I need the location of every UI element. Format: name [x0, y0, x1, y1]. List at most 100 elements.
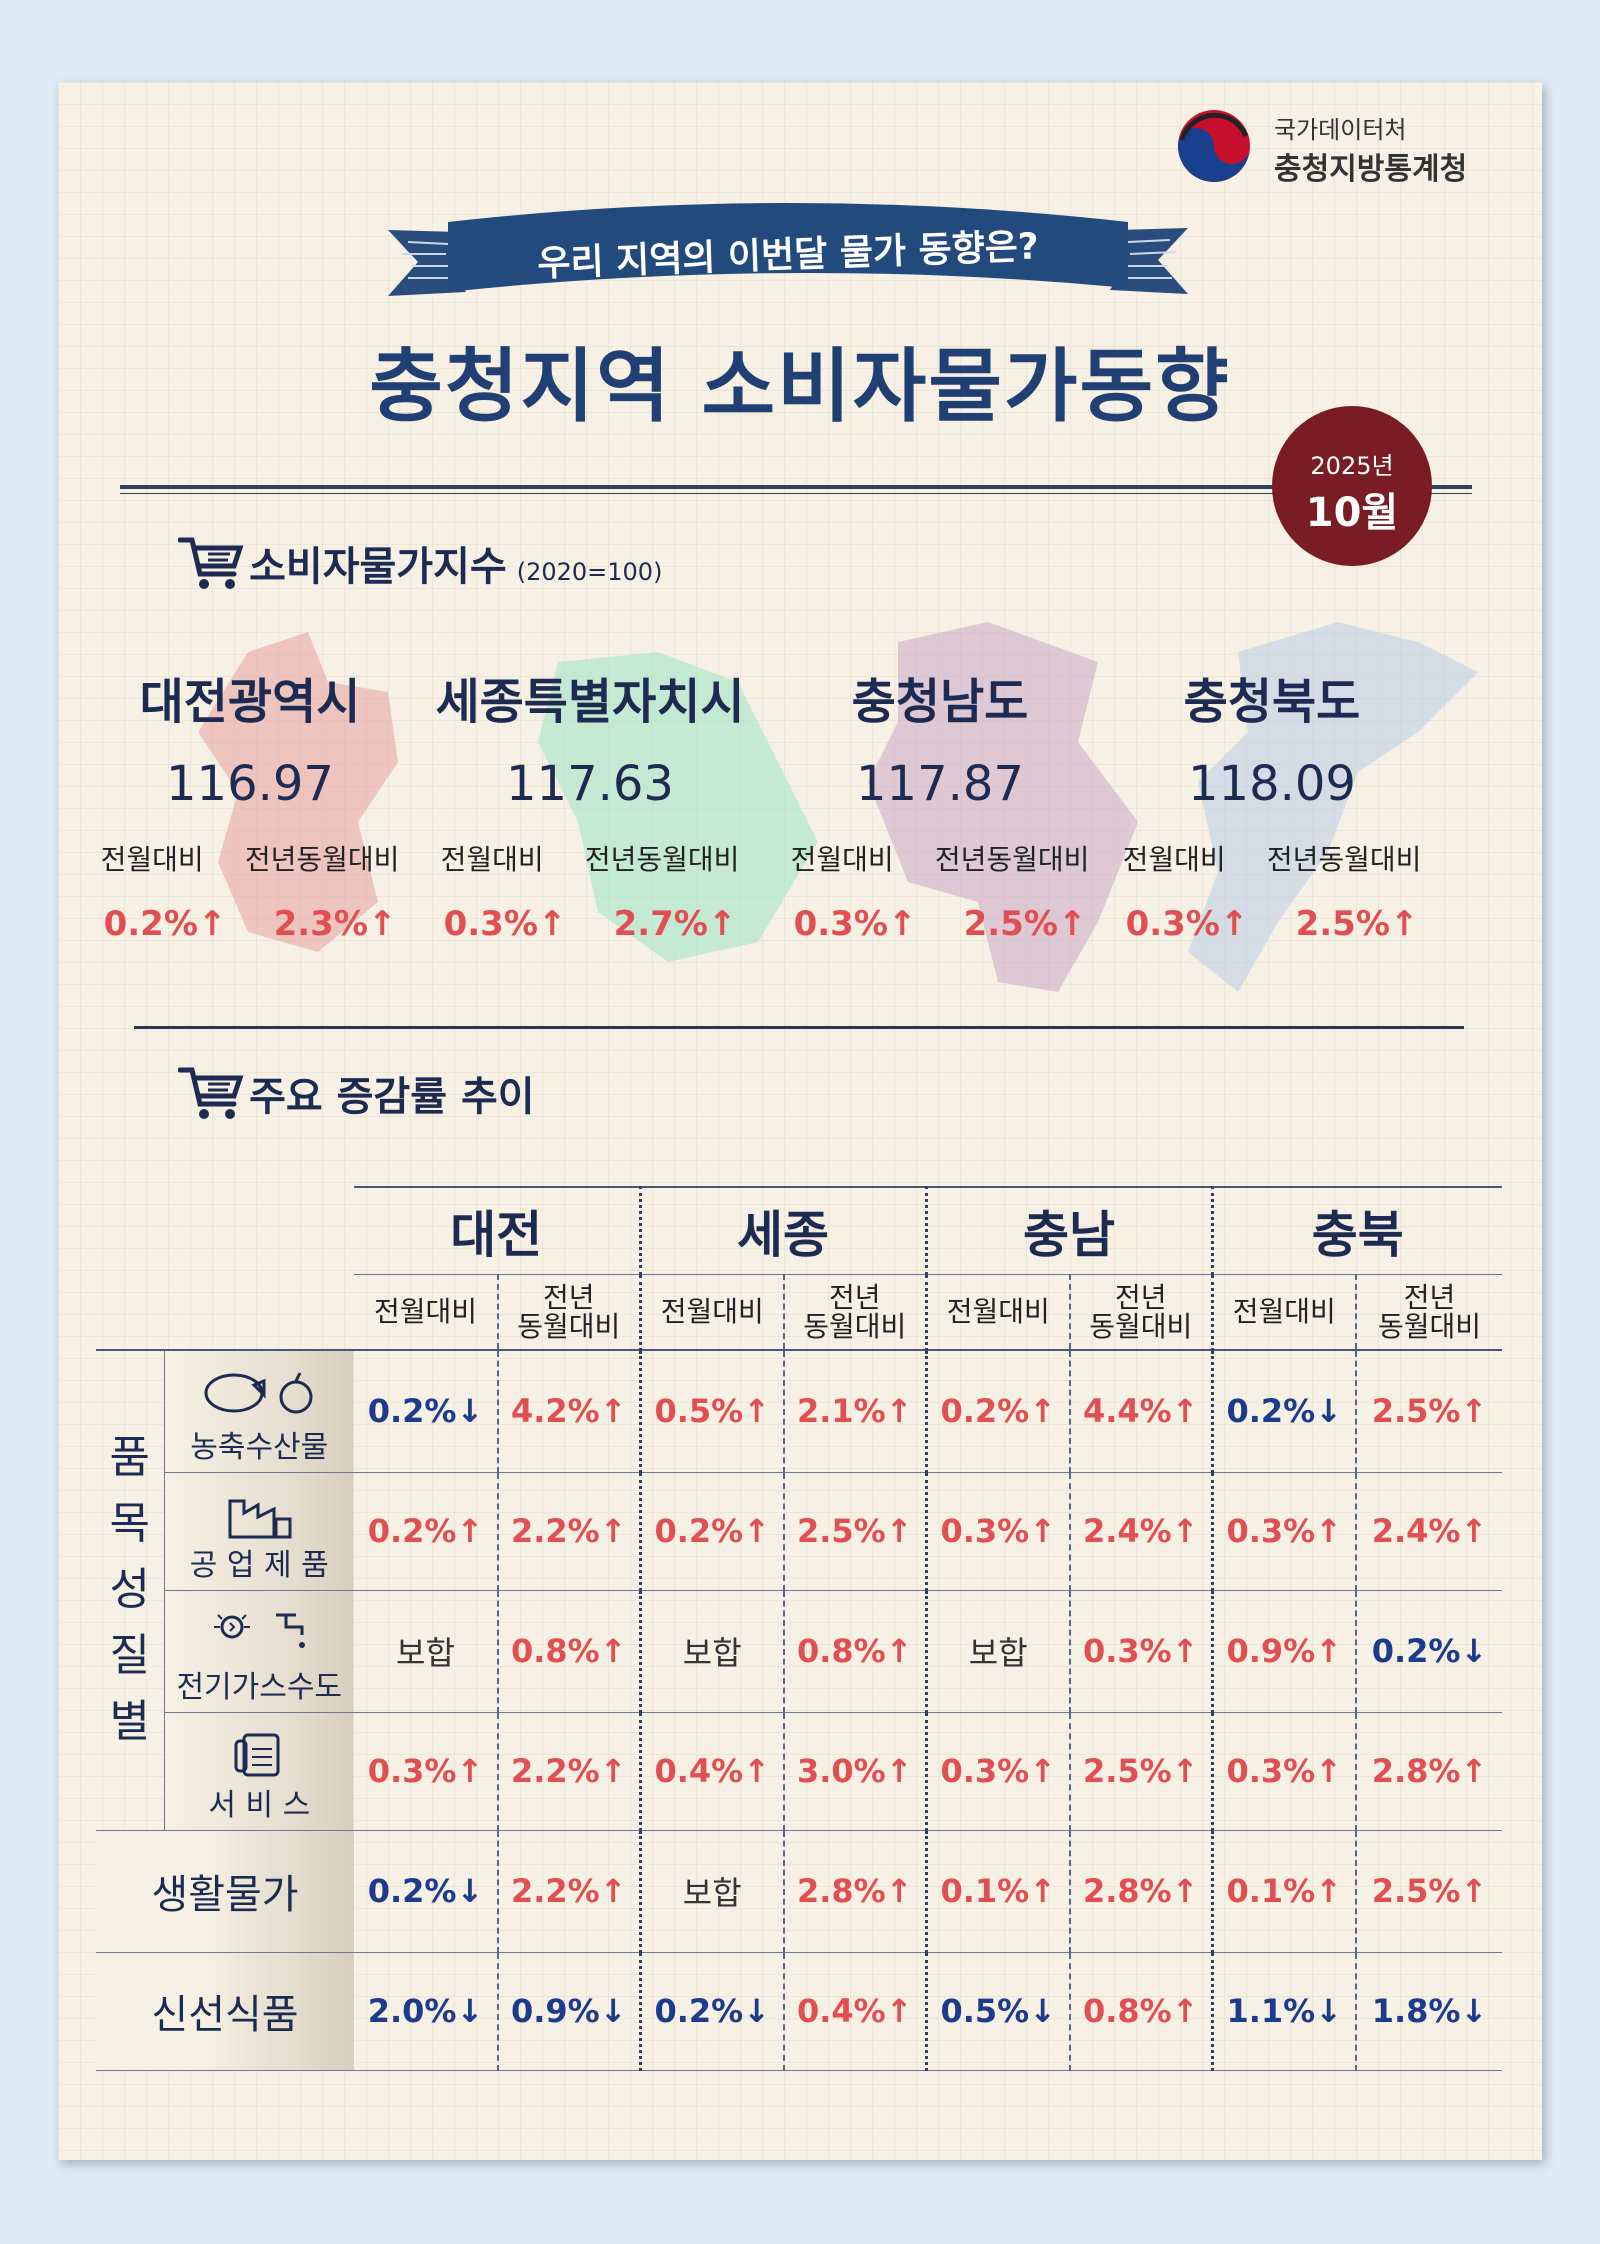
value-cell: 0.8%↑: [784, 1590, 928, 1713]
mom-label: 전월대비: [100, 843, 204, 876]
value-cell: 1.1%↓: [1212, 1952, 1357, 2071]
title-divider: [120, 485, 1472, 489]
city-card-chungnam: 충청남도 117.87 전월대비 전년동월대비 0.3%↑ 2.5%↑: [770, 662, 1110, 944]
value-cell: 2.4%↑: [1070, 1472, 1214, 1591]
value-cell: 보합: [640, 1830, 785, 1953]
region-header-chungbuk: 충북: [1212, 1186, 1502, 1275]
chungbuk-map-icon: [1188, 622, 1478, 992]
yoy-label: 전년동월대비: [1266, 843, 1422, 876]
factory-icon: [228, 1499, 292, 1538]
value-cell: 0.2%↓: [640, 1952, 785, 2071]
taegeuk-emblem-icon: [1178, 110, 1250, 182]
agency-logo: 국가데이터처 충청지방통계청: [1174, 104, 1504, 187]
value-cell: 보합: [640, 1590, 785, 1713]
value-cell: 0.5%↓: [926, 1952, 1071, 2071]
mom-value: 0.3%↑: [443, 904, 567, 944]
piggy-bank-apple-icon: [204, 1372, 313, 1414]
col-header-yoy: 전년 동월대비: [1356, 1274, 1502, 1351]
chungnam-map-icon: [868, 622, 1138, 992]
section-cpi-base: (2020=100): [516, 558, 663, 586]
poster: 국가데이터처 충청지방통계청 우리 지역의 이번달 물가 동향은? 충청지역 소…: [58, 82, 1542, 2160]
item-label: 공 업 제 품: [189, 1547, 329, 1583]
col-header-mom: 전월대비: [640, 1274, 785, 1351]
section-cpi-title: 소비자물가지수: [249, 544, 507, 590]
receipt-calculator-icon: [234, 1733, 280, 1776]
section-divider: [134, 1026, 1464, 1029]
value-cell: 0.2%↓: [1356, 1590, 1502, 1713]
bulb-faucet-icon: [214, 1613, 306, 1648]
item-label: 농축수산물: [190, 1429, 329, 1465]
mom-value: 0.2%↑: [103, 904, 227, 944]
value-cell: 0.3%↑: [1070, 1590, 1214, 1713]
value-cell: 2.8%↑: [1070, 1830, 1214, 1953]
value-cell: 2.0%↓: [354, 1952, 499, 2071]
section-cpi-header: 소비자물가지수 (2020=100): [177, 534, 663, 592]
value-cell: 2.1%↑: [784, 1350, 928, 1473]
value-cell: 0.2%↑: [354, 1472, 499, 1591]
row-label-fresh: 신선식품: [96, 1952, 354, 2071]
col-header-yoy: 전년 동월대비: [1070, 1274, 1214, 1351]
shopping-cart-icon: [177, 537, 244, 589]
item-label: 서 비 스: [208, 1787, 311, 1823]
value-cell: 0.2%↓: [354, 1350, 499, 1473]
value-cell: 2.5%↑: [1070, 1712, 1214, 1831]
value-cell: 0.2%↑: [640, 1472, 785, 1591]
table-row: 전기가스수도 보합 0.8%↑ 보합 0.8%↑ 보합 0.3%↑ 0.9%↑ …: [96, 1590, 1502, 1713]
item-cell-services: 서 비 스: [164, 1712, 354, 1831]
title-divider-thin: [120, 493, 1472, 494]
region-header-chungnam: 충남: [926, 1186, 1214, 1275]
value-cell: 보합: [354, 1590, 499, 1713]
city-index: 117.87: [856, 756, 1024, 812]
value-cell: 2.8%↑: [1356, 1712, 1502, 1831]
value-cell: 2.2%↑: [498, 1712, 642, 1831]
table-row: 생활물가 0.2%↓ 2.2%↑ 보합 2.8%↑ 0.1%↑ 2.8%↑ 0.…: [96, 1830, 1502, 1953]
col-header-yoy: 전년 동월대비: [498, 1274, 642, 1351]
yoy-label: 전년동월대비: [584, 843, 740, 876]
city-card-sejong: 세종특별자치시 117.63 전월대비 전년동월대비 0.3%↑ 2.7%↑: [420, 662, 760, 944]
city-index: 117.63: [506, 756, 674, 812]
mom-value: 0.3%↑: [1125, 904, 1249, 944]
value-cell: 0.8%↑: [1070, 1952, 1214, 2071]
value-cell: 0.3%↑: [1212, 1712, 1357, 1831]
logo-top-text: 국가데이터처: [1274, 116, 1407, 144]
value-cell: 보합: [926, 1590, 1071, 1713]
page-title: 충청지역 소비자물가동향: [369, 340, 1231, 433]
value-cell: 0.5%↑: [640, 1350, 785, 1473]
yoy-label: 전년동월대비: [934, 843, 1090, 876]
city-index: 116.97: [166, 756, 334, 812]
trend-table: 대전 세종 충남 충북 전월대비 전년 동월대비 전월대비 전년 동월대비 전월대비…: [96, 1186, 1502, 2071]
city-name: 충청남도: [851, 674, 1029, 730]
date-badge: 2025년 10월: [1272, 406, 1432, 566]
ribbon-shape-icon: [388, 203, 1188, 296]
value-cell: 1.8%↓: [1356, 1952, 1502, 2071]
city-index: 118.09: [1188, 756, 1356, 812]
table-row: 공 업 제 품 0.2%↑ 2.2%↑ 0.2%↑ 2.5%↑ 0.3%↑ 2.…: [96, 1472, 1502, 1591]
value-cell: 2.2%↑: [498, 1472, 642, 1591]
mom-label: 전월대비: [440, 843, 544, 876]
value-cell: 0.4%↑: [784, 1952, 928, 2071]
yoy-label: 전년동월대비: [244, 843, 400, 876]
item-label: 전기가스수도: [176, 1669, 343, 1705]
city-card-chungbuk: 충청북도 118.09 전월대비 전년동월대비 0.3%↑ 2.5%↑: [1102, 662, 1442, 944]
value-cell: 2.2%↑: [498, 1830, 642, 1953]
value-cell: 0.2%↓: [1212, 1350, 1357, 1473]
city-card-daejeon: 대전광역시 116.97 전월대비 전년동월대비 0.2%↑ 2.3%↑: [80, 662, 420, 944]
region-header-sejong: 세종: [640, 1186, 928, 1275]
value-cell: 2.5%↑: [1356, 1830, 1502, 1953]
mom-value: 0.3%↑: [793, 904, 917, 944]
row-label-living: 생활물가: [96, 1830, 354, 1953]
value-cell: 2.5%↑: [1356, 1350, 1502, 1473]
city-name: 충청북도: [1183, 674, 1361, 730]
city-name: 대전광역시: [139, 674, 361, 730]
item-cell-agri: 농축수산물: [164, 1350, 354, 1473]
item-cell-industrial: 공 업 제 품: [164, 1472, 354, 1591]
value-cell: 0.1%↑: [1212, 1830, 1357, 1953]
yoy-value: 2.7%↑: [613, 904, 737, 944]
col-header-mom: 전월대비: [1212, 1274, 1357, 1351]
value-cell: 0.1%↑: [926, 1830, 1071, 1953]
date-year: 2025년: [1310, 452, 1394, 480]
value-cell: 0.3%↑: [1212, 1472, 1357, 1591]
daejeon-map-icon: [198, 632, 398, 952]
